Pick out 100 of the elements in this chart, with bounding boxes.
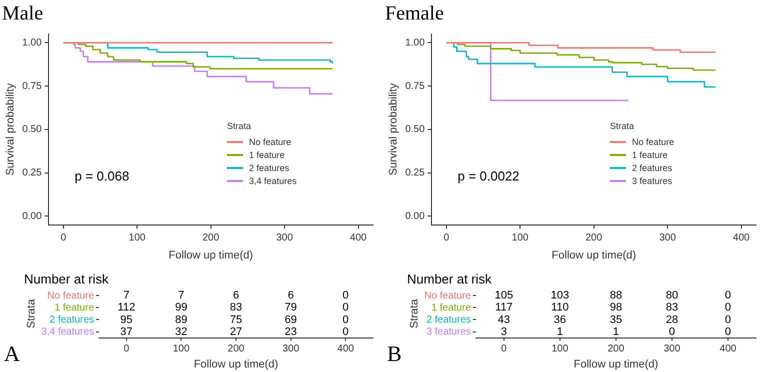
y-tick-label: 0.25 — [22, 168, 42, 179]
legend-label: No feature — [632, 136, 674, 149]
legend-title: Strata — [610, 120, 636, 133]
y-tick-label: 0.00 — [405, 210, 426, 222]
x-tick-label: 200 — [585, 232, 603, 244]
x-tick-label: 200 — [608, 344, 625, 355]
data-label: 3 — [500, 326, 507, 338]
data-label: 0 — [668, 326, 676, 338]
y-tick-label: 0.50 — [405, 124, 426, 136]
y-tick-label: 1 feature — [54, 302, 94, 314]
data-label: 6 — [288, 290, 294, 302]
data-label: 99 — [175, 302, 188, 314]
x-tick-label: 100 — [128, 232, 146, 244]
y-tick-label: 1 feature — [431, 302, 472, 314]
data-label: 0 — [342, 326, 349, 338]
chart-title: Female — [385, 2, 444, 24]
y-tick-label: No feature — [424, 290, 472, 302]
x-tick-label: 300 — [664, 344, 681, 355]
data-label: 6 — [232, 290, 240, 302]
x-tick-label: 400 — [732, 232, 750, 244]
y-tick-label: 1.00 — [405, 37, 426, 48]
data-label: 95 — [120, 314, 133, 326]
x-axis-title: Follow up time(d) — [574, 358, 658, 370]
data-label: 75 — [230, 314, 242, 326]
data-label: 0 — [724, 314, 732, 326]
data-label: 0 — [342, 302, 349, 314]
x-axis-title: Follow up time(d) — [552, 249, 636, 262]
data-label: 32 — [175, 326, 188, 338]
x-axis-title: Follow up time(d) — [168, 249, 254, 262]
x-tick-label: 200 — [228, 344, 245, 355]
data-label: 1 — [556, 326, 563, 338]
data-label: 27 — [230, 326, 242, 338]
x-tick-label: 400 — [720, 344, 737, 355]
x-tick-label: 300 — [659, 232, 676, 244]
legend-label: 3,4 features — [249, 174, 297, 188]
data-label: 0 — [342, 314, 349, 326]
legend-label: 1 feature — [632, 148, 668, 162]
legend-title: Strata — [227, 120, 252, 133]
data-label: 88 — [610, 290, 622, 302]
data-label: 28 — [666, 314, 678, 326]
y-axis-title: Strata — [408, 298, 421, 328]
chart-title: Number at risk — [24, 271, 110, 286]
data-label: 37 — [120, 326, 133, 338]
x-tick-label: 400 — [337, 344, 354, 355]
y-tick-label: No feature — [47, 290, 94, 302]
annotation: p = 0.0022 — [458, 168, 520, 184]
y-tick-label: 0.75 — [22, 80, 42, 92]
y-tick-label: 2 features — [426, 314, 471, 326]
data-label: 0 — [724, 326, 732, 338]
x-tick-label: 100 — [512, 232, 529, 244]
data-label: 89 — [175, 314, 188, 326]
y-tick-label: 3 features — [426, 326, 471, 338]
x-axis-title: Follow up time(d) — [194, 358, 278, 370]
data-label: 43 — [498, 314, 510, 326]
y-tick-label: 1.00 — [22, 37, 42, 48]
x-tick-label: 0 — [124, 344, 130, 355]
y-tick-label: 0.25 — [405, 168, 426, 179]
x-tick-label: 300 — [276, 232, 294, 244]
data-label: 0 — [724, 302, 732, 314]
data-label: 23 — [284, 326, 297, 338]
data-label: 83 — [666, 302, 678, 314]
data-label: 36 — [554, 314, 566, 326]
y-tick-label: 0.00 — [22, 210, 42, 222]
y-tick-label: 2 features — [50, 314, 94, 326]
chart-title: Male — [2, 2, 44, 24]
y-axis-title: Survival probability — [388, 82, 400, 176]
x-tick-label: 200 — [202, 232, 220, 244]
data-label: 98 — [610, 302, 622, 314]
x-tick-label: 100 — [552, 344, 569, 355]
text: A — [4, 340, 20, 366]
y-axis-title: Survival probability — [4, 82, 17, 176]
data-label: 1 — [612, 326, 620, 338]
data-label: 103 — [550, 290, 570, 302]
data-label: 69 — [284, 314, 297, 326]
legend-label: 1 feature — [249, 148, 285, 162]
data-label: 112 — [118, 302, 136, 314]
x-tick-label: 400 — [350, 232, 368, 244]
x-tick-label: 0 — [501, 344, 508, 355]
annotation: p = 0.068 — [74, 168, 130, 184]
x-tick-label: 0 — [444, 232, 450, 244]
x-tick-label: 0 — [60, 232, 67, 244]
data-label: 7 — [178, 290, 184, 302]
legend-label: No feature — [249, 136, 292, 149]
data-label: 0 — [724, 290, 732, 302]
y-tick-label: 0.75 — [405, 80, 426, 92]
legend-label: 2 features — [632, 162, 672, 175]
text: B — [387, 340, 402, 366]
data-label: 80 — [666, 290, 678, 302]
data-label: 110 — [551, 302, 569, 314]
data-label: 83 — [230, 302, 242, 314]
data-label: 79 — [284, 302, 297, 314]
y-tick-label: 0.50 — [22, 124, 42, 136]
y-tick-label: 3,4 features — [41, 326, 94, 338]
x-tick-label: 100 — [172, 344, 190, 355]
chart-title: Number at risk — [407, 271, 492, 286]
legend-label: 2 features — [249, 162, 290, 175]
x-tick-label: 300 — [282, 344, 300, 355]
data-label: 117 — [495, 302, 513, 314]
data-label: 7 — [123, 290, 130, 302]
data-label: 35 — [610, 314, 622, 326]
